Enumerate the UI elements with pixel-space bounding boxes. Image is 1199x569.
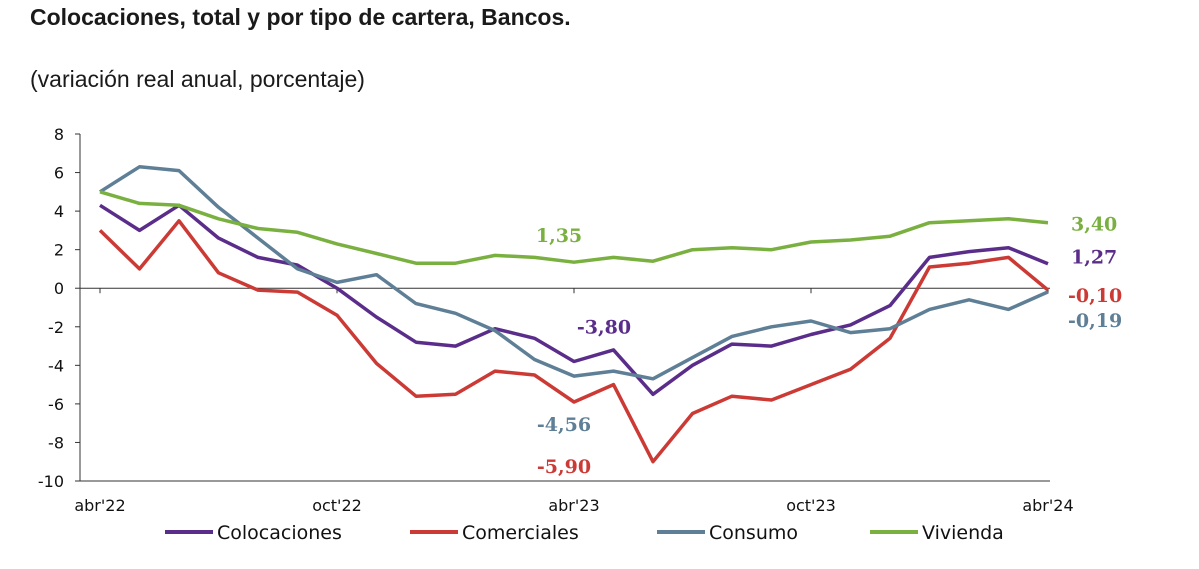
series-line-vivienda — [99, 190, 1049, 265]
series-line-comerciales — [98, 219, 1050, 464]
data-label-comerciales: -5,90 — [537, 456, 591, 478]
x-tick-label: oct'22 — [312, 496, 362, 515]
data-label-vivienda: 3,40 — [1071, 214, 1117, 236]
y-tick-label: 4 — [54, 202, 64, 221]
data-label-colocaciones: -3,80 — [577, 316, 631, 338]
y-tick-label: -2 — [48, 318, 64, 337]
data-label-consumo: -0,19 — [1068, 310, 1122, 332]
legend-label: Colocaciones — [217, 522, 342, 544]
legend-item-comerciales: Comerciales — [410, 522, 579, 544]
y-tick-label: -6 — [48, 395, 64, 414]
y-tick-label: -4 — [48, 356, 64, 375]
legend-label: Comerciales — [462, 522, 579, 544]
legend-label: Consumo — [709, 522, 798, 544]
y-tick-label: 0 — [54, 279, 64, 298]
legend: Colocaciones Comerciales Consumo Vivienda — [165, 522, 1004, 544]
x-tick-labels: abr'22 oct'22 abr'23 oct'23 abr'24 — [74, 496, 1073, 515]
legend-item-consumo: Consumo — [657, 522, 798, 544]
x-tick-label: abr'22 — [74, 496, 125, 515]
data-labels: 1,35 -3,80 -4,56 -5,90 3,40 1,27 -0,10 -0,19 — [536, 214, 1122, 478]
chart-title: Colocaciones, total y por tipo de carter… — [30, 4, 571, 30]
series-line-consumo — [99, 165, 1049, 381]
x-tick-label: abr'24 — [1022, 496, 1073, 515]
y-tick-label: 2 — [54, 241, 64, 260]
y-tick-label: -8 — [48, 433, 64, 452]
data-label-vivienda: 1,35 — [536, 225, 582, 247]
x-tick-label: abr'23 — [548, 496, 599, 515]
y-tick-labels: -10 -8 -6 -4 -2 0 2 4 6 8 — [38, 125, 64, 491]
series-lines — [98, 165, 1050, 464]
axes — [75, 133, 1050, 482]
data-label-consumo: -4,56 — [537, 414, 591, 436]
y-tick-label: 6 — [54, 164, 64, 183]
x-tick-label: oct'23 — [786, 496, 836, 515]
data-label-colocaciones: 1,27 — [1071, 247, 1117, 269]
y-tick-label: -10 — [38, 472, 64, 491]
data-label-comerciales: -0,10 — [1068, 285, 1122, 307]
legend-label: Vivienda — [922, 522, 1004, 544]
legend-item-vivienda: Vivienda — [870, 522, 1004, 544]
y-tick-label: 8 — [54, 125, 64, 144]
legend-item-colocaciones: Colocaciones — [165, 522, 342, 544]
series-line-colocaciones — [99, 203, 1049, 397]
chart-subtitle: (variación real anual, porcentaje) — [30, 66, 365, 92]
